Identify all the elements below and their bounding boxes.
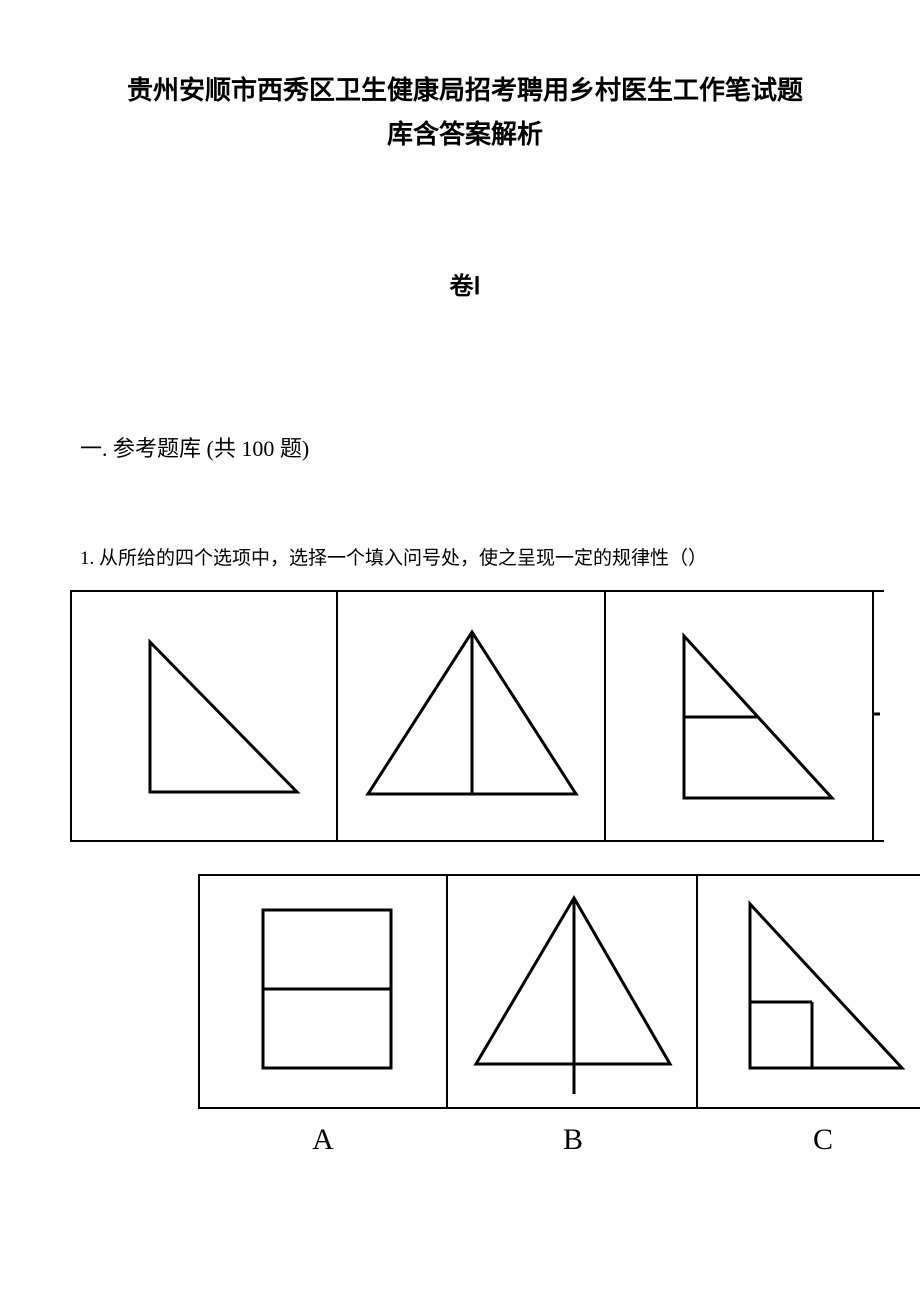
sequence-figure-3 <box>606 592 870 840</box>
option-figure-3 <box>698 876 920 1107</box>
title-line-1: 贵州安顺市西秀区卫生健康局招考聘用乡村医生工作笔试题 <box>127 75 803 105</box>
section-header: 一. 参考题库 (共 100 题) <box>80 431 850 463</box>
option-cell-3 <box>698 874 920 1109</box>
volume-label: 卷Ⅰ <box>80 266 850 301</box>
sequence-cell-2 <box>338 590 606 842</box>
option-label-a: A <box>198 1123 448 1157</box>
sequence-cell-3 <box>606 590 874 842</box>
question-1-options-row <box>198 874 850 1109</box>
option-figure-2 <box>448 876 694 1107</box>
title-line-2: 库含答案解析 <box>387 119 543 149</box>
document-page: 贵州安顺市西秀区卫生健康局招考聘用乡村医生工作笔试题 库含答案解析 卷Ⅰ 一. … <box>0 0 920 1157</box>
question-1-sequence-row <box>70 590 850 842</box>
sequence-cell-4 <box>874 590 884 842</box>
option-label-c: C <box>698 1123 920 1157</box>
option-labels-row: ABC <box>198 1123 850 1157</box>
question-1-text: 1. 从所给的四个选项中，选择一个填入问号处，使之呈现一定的规律性（） <box>80 543 850 570</box>
option-cell-1 <box>198 874 448 1109</box>
page-title: 贵州安顺市西秀区卫生健康局招考聘用乡村医生工作笔试题 库含答案解析 <box>80 68 850 156</box>
sequence-figure-4 <box>874 592 880 840</box>
option-cell-2 <box>448 874 698 1109</box>
sequence-cell-1 <box>70 590 338 842</box>
option-label-b: B <box>448 1123 698 1157</box>
sequence-figure-1 <box>72 592 336 840</box>
sequence-figure-2 <box>338 592 602 840</box>
option-figure-1 <box>200 876 446 1107</box>
